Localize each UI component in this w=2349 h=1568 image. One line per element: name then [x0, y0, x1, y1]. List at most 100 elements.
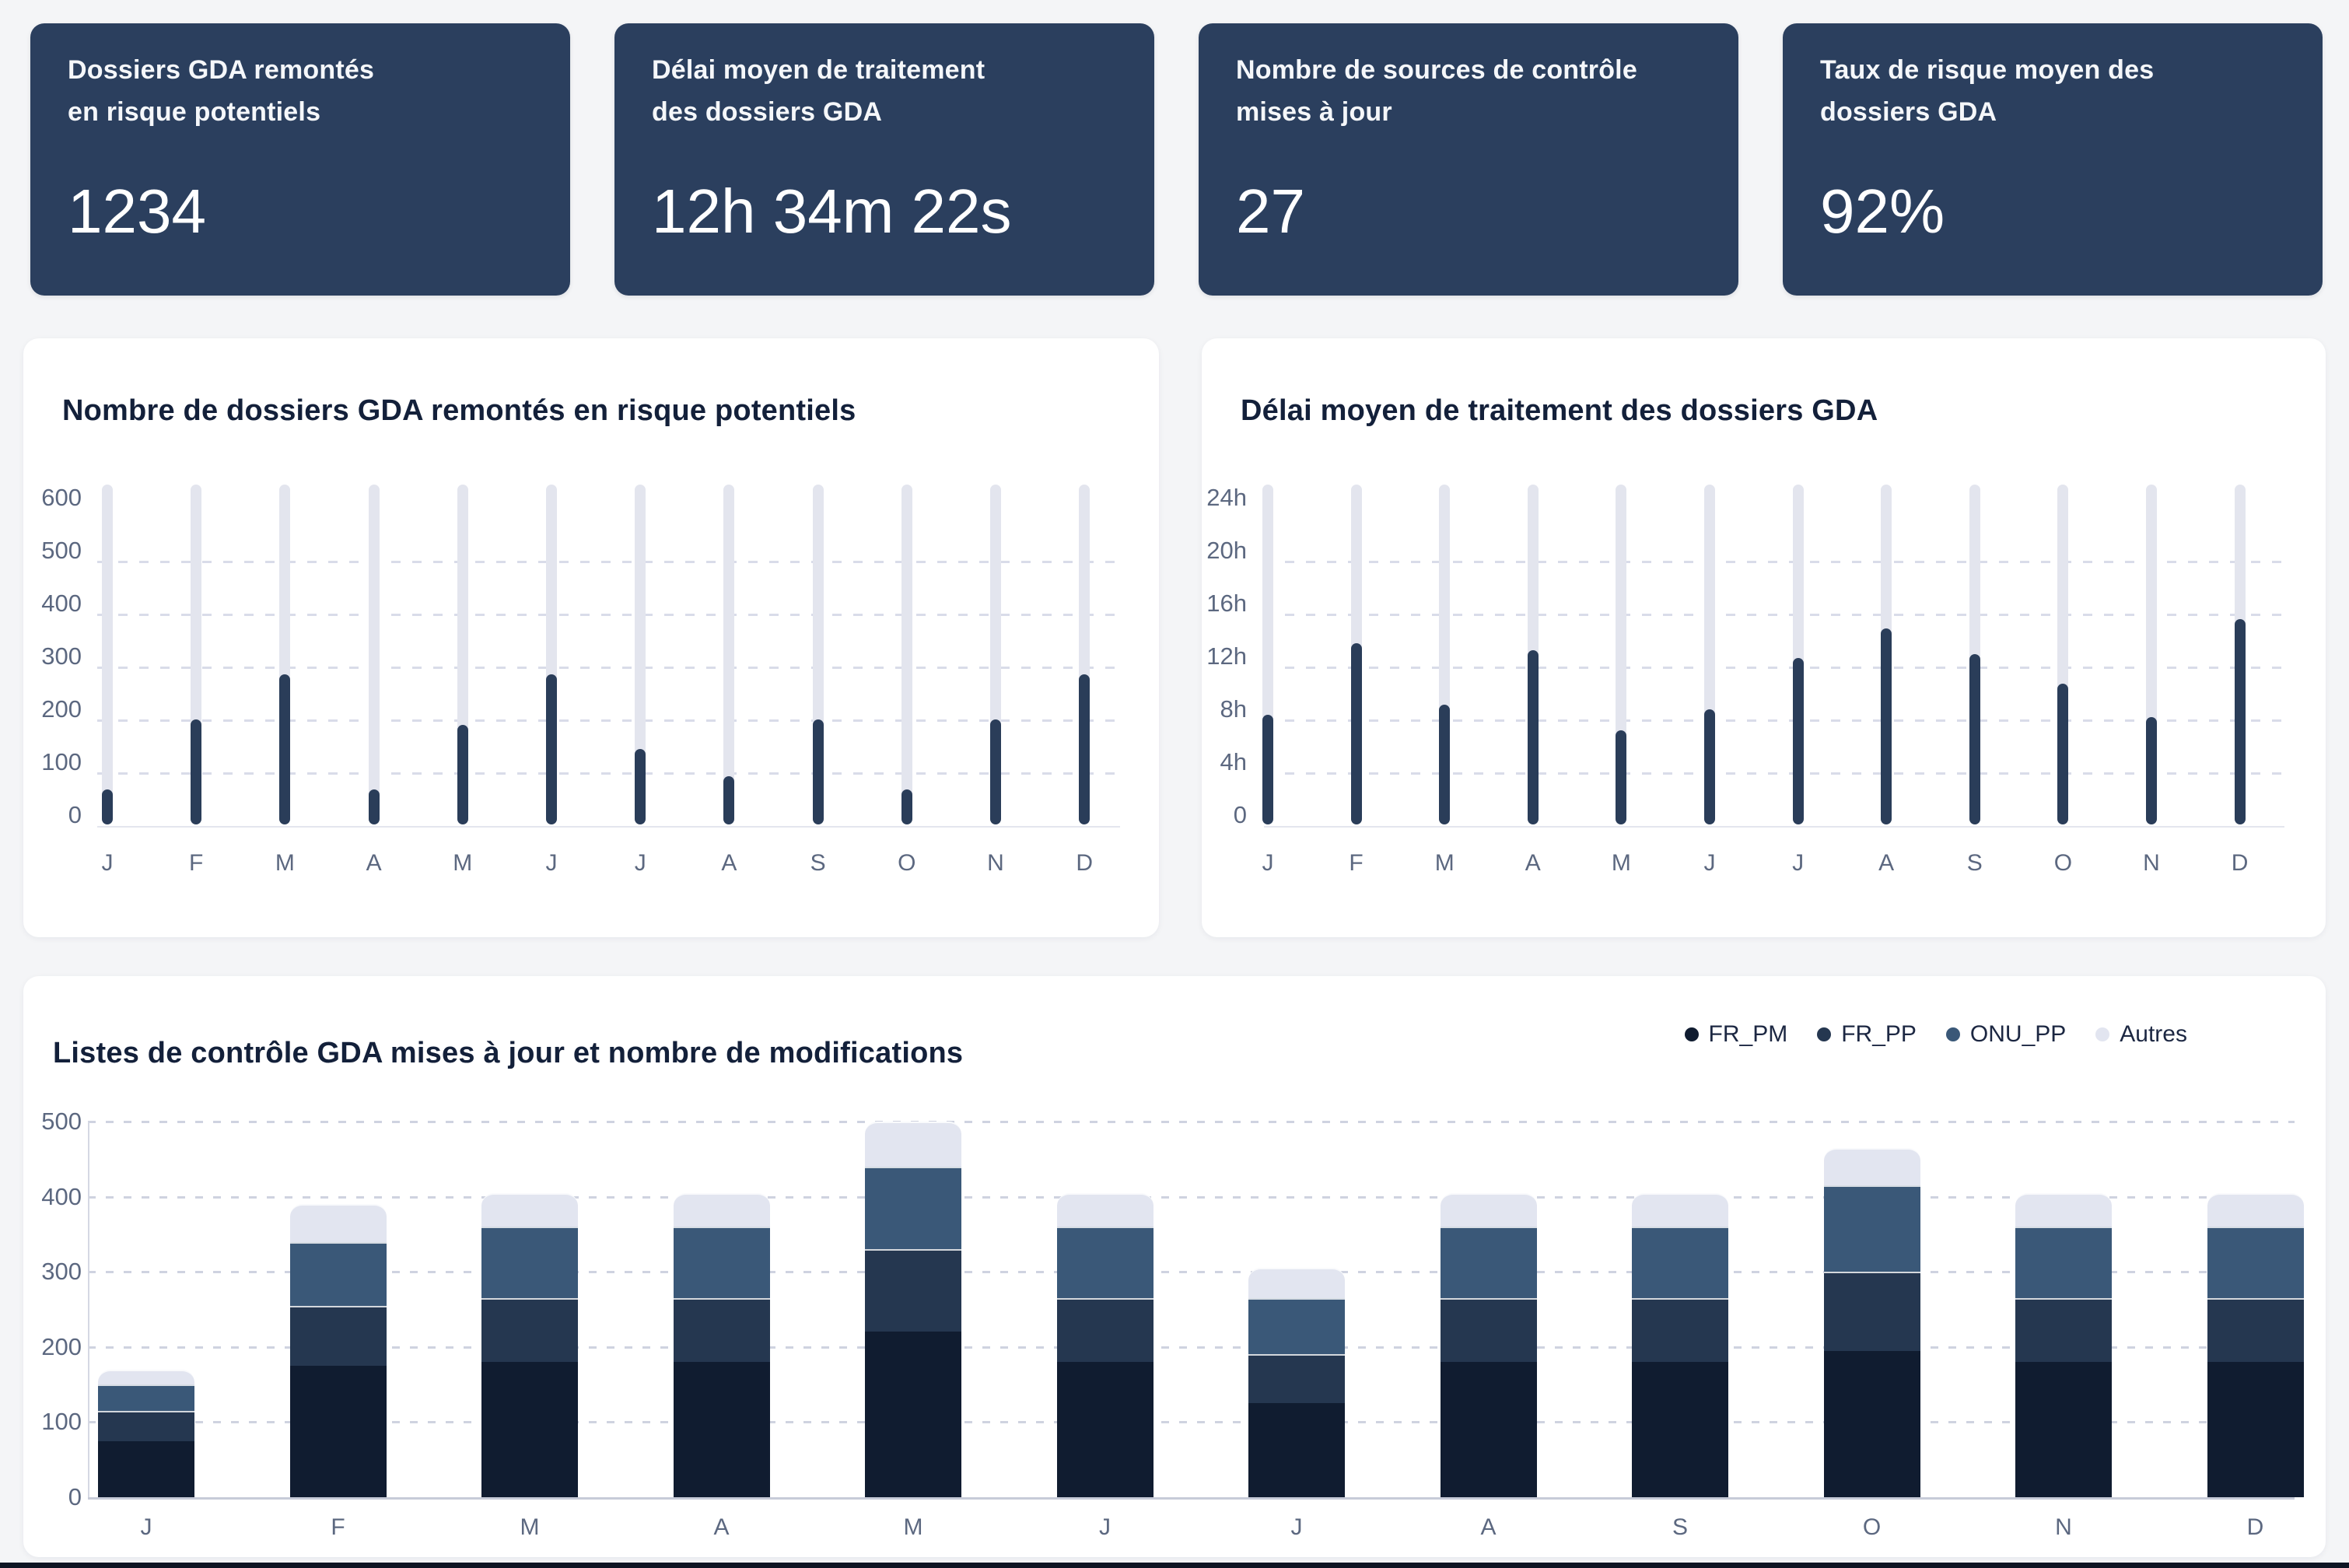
kpi-title: Délai moyen de traitement des dossiers G… [652, 49, 985, 133]
x-axis-label: J [1792, 850, 1805, 876]
legend-dot-icon [1817, 1027, 1832, 1041]
segment-FR_PM-M-3 [481, 1362, 578, 1497]
gridline [88, 1195, 2295, 1199]
segment-Autres-S-9 [1632, 1192, 1728, 1227]
kpi-title-line: Dossiers GDA remontés [68, 55, 375, 85]
x-axis-label: F [331, 1514, 345, 1540]
kpi-value: 92% [1820, 177, 1945, 246]
bar-J-1 [102, 789, 113, 824]
segment-Autres-J-1 [98, 1369, 194, 1385]
gridline [1264, 772, 2284, 775]
segment-ONU_PP-N-11 [2015, 1227, 2112, 1298]
x-axis-label: J [1099, 1514, 1111, 1540]
segment-Autres-D-12 [2207, 1192, 2304, 1227]
segment-Autres-J-7 [1248, 1268, 1345, 1298]
bar-J-1 [1262, 715, 1273, 824]
chart-title: Nombre de dossiers GDA remontés en risqu… [62, 394, 856, 427]
segment-Autres-A-4 [673, 1192, 770, 1227]
legend-item-ONU_PP[interactable]: ONU_PP [1945, 1021, 2067, 1048]
y-axis-tick: 0 [68, 1483, 82, 1510]
y-axis-tick: 20h [1206, 537, 1247, 564]
bar-M-5 [457, 725, 468, 824]
bar-M-3 [1439, 705, 1451, 824]
segment-FR_PM-A-4 [673, 1362, 770, 1497]
bar-J-7 [1792, 658, 1804, 824]
y-axis-tick: 300 [41, 642, 82, 670]
legend-item-Autres[interactable]: Autres [2095, 1021, 2187, 1048]
bar-J-7 [635, 749, 646, 824]
x-axis-label: O [1862, 1514, 1882, 1540]
segment-FR_PM-F-2 [289, 1365, 387, 1497]
x-axis-label: O [2053, 850, 2073, 876]
kpi-value: 1234 [68, 177, 206, 246]
chart-card-delai-traitement: Délai moyen de traitement des dossiers G… [1202, 338, 2326, 937]
segment-ONU_PP-D-12 [2207, 1227, 2304, 1298]
x-axis-label: M [275, 850, 295, 876]
bar-M-3 [279, 674, 291, 824]
bar-D-12 [1079, 674, 1090, 824]
segment-FR_PP-M-5 [865, 1249, 961, 1332]
segment-ONU_PP-J-7 [1248, 1298, 1345, 1355]
chart-title: Listes de contrôle GDA mises à jour et n… [53, 1037, 964, 1069]
gridline [97, 772, 1120, 775]
legend-label: ONU_PP [1969, 1021, 2067, 1047]
y-axis-tick: 200 [41, 695, 82, 723]
bar-track [102, 485, 113, 824]
x-axis-label: D [2246, 1514, 2264, 1540]
kpi-value: 27 [1236, 177, 1305, 246]
legend-dot-icon [1945, 1027, 1960, 1041]
chart-title: Délai moyen de traitement des dossiers G… [1241, 394, 1878, 427]
bar-N-11 [2146, 717, 2157, 824]
x-axis-label: D [2231, 850, 2249, 876]
y-axis-tick: 0 [68, 801, 82, 828]
x-axis-label: J [634, 850, 646, 876]
kpi-value: 12h 34m 22s [652, 177, 1012, 246]
legend-item-FR_PP[interactable]: FR_PP [1817, 1021, 1917, 1048]
segment-FR_PM-J-7 [1248, 1403, 1345, 1497]
x-axis-label: J [140, 1514, 152, 1540]
segment-FR_PP-N-11 [2015, 1298, 2112, 1363]
segment-Autres-N-11 [2015, 1192, 2112, 1227]
bar-A-4 [368, 789, 380, 824]
x-axis-label: A [1878, 850, 1895, 876]
kpi-card-dossiers-remontes: Dossiers GDA remontés en risque potentie… [30, 23, 570, 296]
kpi-title-line: Nombre de sources de contrôle [1236, 55, 1637, 85]
segment-FR_PP-S-9 [1632, 1298, 1728, 1363]
segment-FR_PM-J-1 [98, 1440, 194, 1497]
kpi-title: Nombre de sources de contrôle mises à jo… [1236, 49, 1637, 133]
x-axis-label: F [189, 850, 204, 876]
gridline [88, 1271, 2295, 1274]
segment-FR_PM-A-8 [1440, 1362, 1537, 1497]
segment-FR_PP-A-8 [1440, 1298, 1537, 1363]
y-axis-line [88, 1122, 89, 1497]
x-axis-label: O [898, 850, 916, 876]
bar-N-11 [990, 719, 1001, 824]
segment-FR_PP-J-1 [98, 1410, 194, 1441]
y-axis-tick: 200 [41, 1332, 82, 1360]
gridline [97, 561, 1120, 563]
y-axis-tick: 500 [41, 1108, 82, 1135]
gridline [88, 1421, 2295, 1424]
segment-FR_PP-D-12 [2207, 1298, 2304, 1363]
x-axis-label: M [520, 1514, 540, 1540]
bar-track [368, 485, 380, 824]
segment-ONU_PP-A-4 [673, 1227, 770, 1298]
segment-FR_PP-J-7 [1248, 1354, 1345, 1404]
y-axis-tick: 500 [41, 537, 82, 564]
legend-item-FR_PM[interactable]: FR_PM [1684, 1021, 1788, 1048]
legend-dot-icon [1684, 1027, 1699, 1041]
segment-FR_PP-F-2 [289, 1305, 387, 1366]
x-axis-line [88, 1497, 2295, 1500]
kpi-title-line: mises à jour [1236, 97, 1392, 127]
x-axis-label: M [1434, 850, 1455, 876]
x-axis-label: M [453, 850, 473, 876]
segment-ONU_PP-O-10 [1823, 1185, 1920, 1272]
y-axis-tick: 12h [1206, 642, 1247, 670]
y-axis-tick: 100 [41, 1408, 82, 1436]
segment-FR_PM-M-5 [865, 1332, 961, 1497]
legend-label: FR_PM [1708, 1021, 1788, 1047]
x-axis-label: N [2143, 850, 2160, 876]
segment-ONU_PP-S-9 [1632, 1227, 1728, 1298]
y-axis-tick: 600 [41, 484, 82, 511]
segment-FR_PM-J-6 [1056, 1362, 1153, 1497]
